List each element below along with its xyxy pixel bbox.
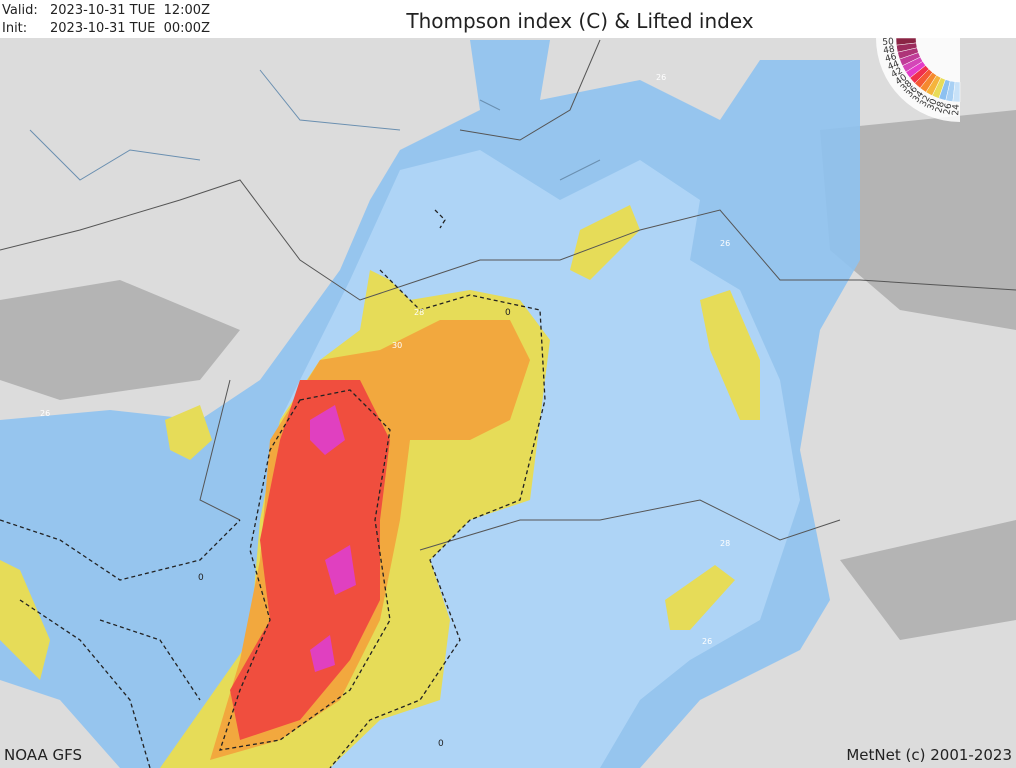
legend-label: 24 xyxy=(951,104,962,116)
legend-label: 26 xyxy=(943,102,955,115)
title: Thompson index (C) & Lifted index xyxy=(405,9,753,33)
legend-label: 28 xyxy=(934,100,947,114)
valid-label: Valid: xyxy=(2,3,38,18)
map-label: 0 xyxy=(505,308,511,318)
contour xyxy=(0,209,446,768)
mountains xyxy=(0,110,1016,640)
header-band xyxy=(0,0,1016,38)
border xyxy=(0,39,1016,551)
map-label: 30 xyxy=(392,341,402,350)
legend-label: 44 xyxy=(886,59,901,73)
region-40 xyxy=(310,405,356,672)
legend-label: 30 xyxy=(926,97,940,112)
legend-label: 42 xyxy=(890,66,905,80)
legend-label: 46 xyxy=(884,52,898,65)
legend-label: 32 xyxy=(918,94,932,109)
init-label: Init: xyxy=(2,21,27,36)
legend-label: 50 xyxy=(882,37,894,48)
contour xyxy=(219,389,391,751)
map-label: 26 xyxy=(656,73,666,82)
credit: MetNet (c) 2001-2023 xyxy=(846,746,1012,764)
river xyxy=(29,69,601,181)
map-label: 26 xyxy=(40,409,50,418)
region-36 xyxy=(230,380,390,740)
map-label: 26 xyxy=(702,637,712,646)
map-label: 28 xyxy=(414,308,424,317)
map-label: 0 xyxy=(438,739,444,749)
map-label: 0 xyxy=(198,573,204,583)
legend-label: 48 xyxy=(883,45,896,57)
map-label: 28 xyxy=(720,539,730,548)
valid-time: 2023-10-31 TUE 12:00Z xyxy=(50,3,210,18)
map-label: 26 xyxy=(720,239,730,248)
source: NOAA GFS xyxy=(4,746,82,764)
contour xyxy=(329,269,546,768)
legend-swatch xyxy=(952,81,961,103)
init-time: 2023-10-31 TUE 00:00Z xyxy=(50,21,210,36)
